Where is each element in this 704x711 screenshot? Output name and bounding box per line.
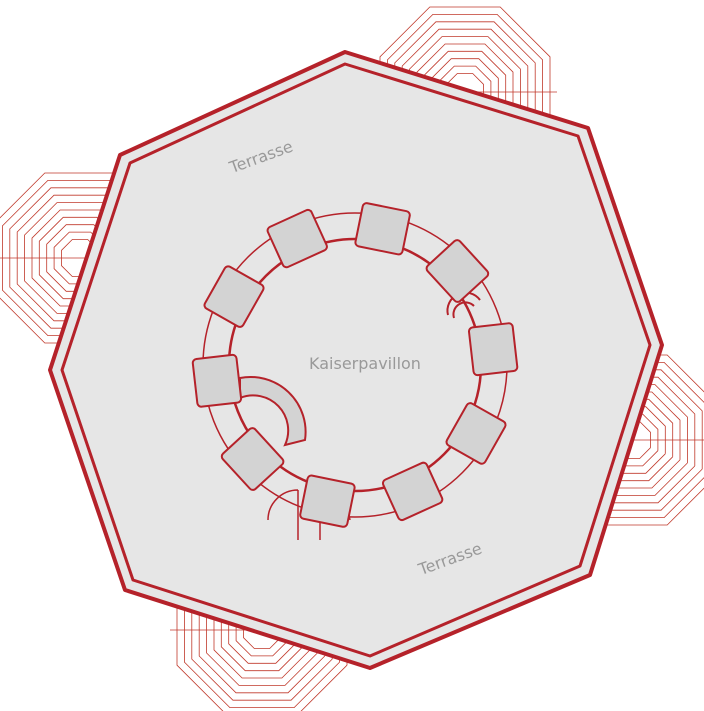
pavilion-label: Kaiserpavillon (309, 354, 421, 373)
pillar (469, 323, 518, 376)
pillar (355, 202, 411, 255)
pillar (192, 354, 241, 407)
pillar (300, 475, 356, 528)
floor-plan: Terrasse Kaiserpavillon Terrasse (0, 0, 704, 711)
